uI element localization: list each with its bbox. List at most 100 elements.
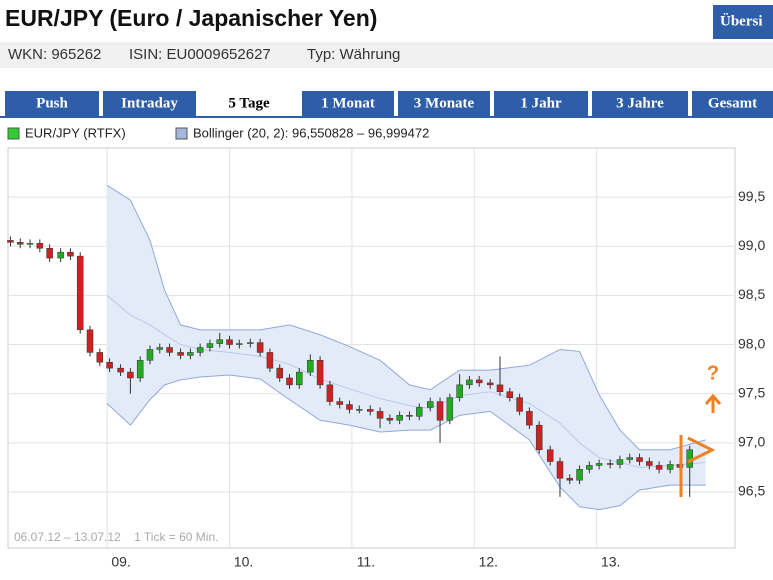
tab-label[interactable]: Gesamt	[708, 95, 757, 111]
tab-label[interactable]: 1 Monat	[321, 95, 375, 111]
isin: ISIN: EU0009652627	[129, 46, 271, 63]
candle-body	[646, 461, 653, 466]
candle-body	[67, 251, 74, 257]
candle-body	[136, 360, 144, 379]
tab-label[interactable]: 1 Jahr	[520, 95, 562, 111]
annotation-marker: ?	[707, 362, 719, 384]
candle-body	[247, 342, 254, 344]
tab-label[interactable]: 3 Jahre	[616, 95, 664, 111]
y-tick-label: 99,5	[738, 188, 765, 204]
candle-body	[296, 371, 303, 386]
candle-body	[586, 465, 593, 470]
candle-body	[266, 352, 274, 369]
range-note: 06.07.12 – 13.07.12 1 Tick = 60 Min.	[14, 530, 218, 544]
tab[interactable]	[302, 91, 394, 116]
candle-body	[655, 465, 663, 470]
x-tick-label: 12.	[479, 554, 498, 570]
tab-label[interactable]: Push	[36, 95, 68, 111]
candle-body	[535, 424, 543, 450]
candle-body	[436, 401, 444, 421]
candle-body	[146, 349, 154, 361]
legend-label: Bollinger (20, 2): 96,550828 – 96,999472	[193, 125, 429, 140]
candle-body	[376, 411, 384, 419]
candle-body	[286, 377, 293, 386]
candle-body	[76, 255, 84, 331]
y-tick-label: 98,5	[738, 286, 765, 302]
page-title: EUR/JPY (Euro / Japanischer Yen)	[5, 5, 377, 31]
candle-body	[336, 401, 343, 405]
candle-body	[326, 384, 334, 402]
candle-body	[516, 397, 523, 412]
candle-body	[626, 457, 633, 460]
x-tick-label: 11.	[357, 554, 375, 570]
tab[interactable]	[398, 91, 490, 116]
candle-body	[595, 463, 603, 466]
candle-body	[367, 409, 374, 412]
tab-label[interactable]: 3 Monate	[414, 95, 475, 111]
candle-body	[187, 352, 194, 356]
candle-body	[606, 463, 614, 465]
candle-body	[346, 404, 353, 410]
candle-body	[475, 379, 483, 384]
candle-body	[307, 360, 314, 373]
candle-body	[415, 407, 423, 417]
candle-body	[156, 347, 164, 350]
candle-body	[206, 343, 214, 348]
type: Typ: Währung	[307, 46, 400, 63]
tab[interactable]	[200, 91, 298, 116]
candle-body	[86, 329, 94, 353]
candle-body	[576, 469, 583, 481]
candle-body	[96, 352, 104, 363]
tab-label[interactable]: 5 Tage	[228, 95, 270, 111]
y-tick-label: 99,0	[738, 237, 765, 253]
candle-body	[216, 339, 223, 344]
candle-body	[177, 352, 184, 356]
candle-body	[466, 379, 473, 386]
candle-body	[46, 247, 53, 259]
x-tick-label: 10.	[234, 554, 253, 570]
legend-swatch	[7, 127, 20, 140]
bollinger-upper	[106, 184, 706, 451]
candle-body	[566, 477, 574, 481]
wkn: WKN: 965262	[8, 46, 101, 63]
y-tick-label: 96,5	[738, 483, 765, 499]
candle-body	[396, 415, 403, 421]
tab[interactable]	[494, 91, 588, 116]
candle-body	[506, 391, 514, 398]
candle-body	[316, 360, 324, 386]
bollinger-lower	[106, 374, 706, 511]
y-tick-label: 97,5	[738, 384, 765, 400]
candle-body	[226, 339, 233, 345]
tab[interactable]	[103, 91, 196, 116]
tab[interactable]	[692, 91, 773, 116]
candle-body	[236, 343, 243, 345]
overview-button[interactable]	[713, 5, 773, 39]
legend-swatch	[175, 127, 188, 140]
x-tick-label: 09.	[111, 554, 130, 570]
annotation-chevron	[687, 436, 716, 464]
candle-body	[496, 384, 504, 392]
candle-body	[7, 240, 14, 243]
overview-button-label[interactable]: Übersi	[720, 12, 763, 29]
candle-body	[456, 384, 463, 398]
candle-body	[426, 401, 434, 408]
candle-body	[386, 418, 394, 421]
candle-body	[117, 367, 124, 373]
candle-body	[526, 411, 533, 426]
candle-body	[616, 459, 624, 465]
annotation-arrow-head	[704, 393, 722, 405]
bollinger-middle	[106, 295, 706, 468]
candle-body	[36, 243, 44, 249]
tab[interactable]	[592, 91, 688, 116]
tab-underline	[0, 116, 773, 118]
tab-label[interactable]: Intraday	[121, 95, 178, 111]
tab[interactable]	[5, 91, 99, 116]
candle-body	[57, 251, 64, 259]
candle-body	[446, 397, 454, 421]
band-fill	[107, 185, 706, 510]
candle-body	[127, 371, 134, 379]
candle-body	[256, 342, 264, 353]
candle-body	[356, 409, 363, 411]
info-bar	[0, 42, 773, 68]
